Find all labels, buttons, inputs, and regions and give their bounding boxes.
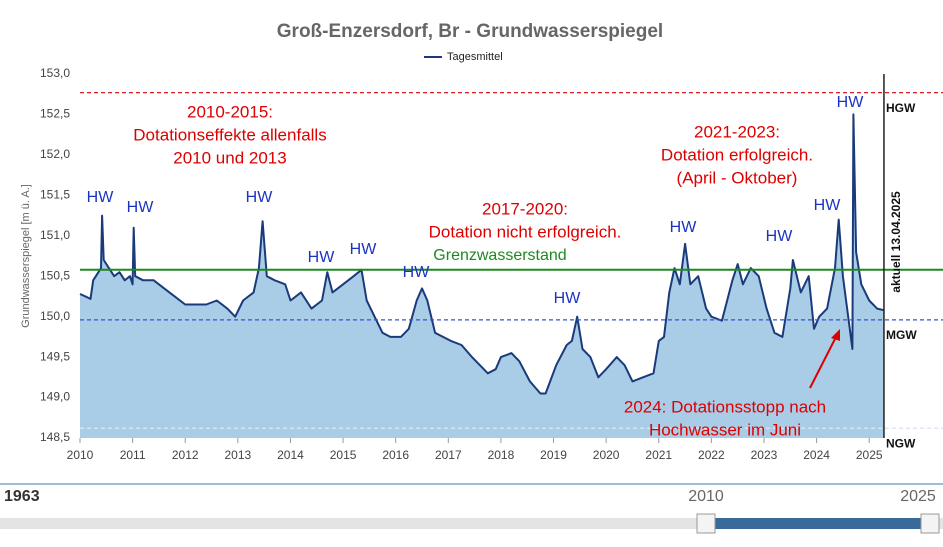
y-tick-label: 149,5 (40, 349, 70, 363)
annotation: Dotation nicht erfolgreich. (429, 222, 622, 241)
y-tick-label: 151,0 (40, 228, 70, 242)
hw-label: HW (246, 189, 274, 206)
reference-label: Grenzwasserstand (433, 247, 566, 264)
navigator: 1963 2010 2025 (0, 483, 943, 534)
y-tick-label: 151,5 (40, 188, 70, 202)
plot: 148,5 149,0 149,5 150,0 150,5 151,0 151,5 152,0… (40, 66, 943, 462)
hw-label: HW (670, 219, 698, 236)
y-tick-label: 150,0 (40, 309, 70, 323)
annotation: 2010-2015: (187, 102, 273, 121)
x-tick-label: 2025 (856, 448, 883, 462)
x-tick-label: 2011 (120, 448, 146, 462)
arrow-head (831, 329, 840, 341)
x-tick-label: 2018 (488, 448, 515, 462)
legend-label: Tagesmittel (447, 51, 503, 63)
annotation-arrow (809, 336, 837, 389)
x-tick-label: 2023 (751, 448, 778, 462)
x-tick-label: 2015 (330, 448, 357, 462)
area (80, 114, 884, 439)
x-tick-label: 2013 (224, 448, 251, 462)
y-tick-label: 149,0 (40, 390, 70, 404)
hw-label: HW (127, 199, 155, 216)
navigator-from: 2010 (688, 488, 724, 505)
hw-label: HW (87, 189, 115, 206)
y-tick-label: 152,5 (40, 107, 70, 121)
hw-label: HW (837, 94, 865, 111)
reference-label: HGW (886, 101, 916, 115)
x-tick-label: 2021 (645, 448, 672, 462)
current-label: aktuell 13.04.2025 (889, 191, 903, 293)
x-tick-label: 2012 (172, 448, 199, 462)
scrollbar-range[interactable] (705, 518, 933, 529)
reference-label: NGW (886, 436, 916, 450)
y-tick-label: 153,0 (40, 66, 70, 80)
hw-label: HW (766, 228, 794, 245)
x-tick-label: 2017 (435, 448, 462, 462)
line (79, 113, 885, 395)
x-tick-label: 2014 (277, 448, 304, 462)
annotation: Dotation erfolgreich. (661, 145, 813, 164)
handle-left[interactable] (696, 513, 716, 534)
annotation: 2010 und 2013 (173, 148, 286, 167)
hw-label: HW (814, 197, 842, 214)
handle-right[interactable] (920, 513, 940, 534)
reference-label: MGW (886, 328, 917, 342)
annotation: 2021-2023: (694, 122, 780, 141)
navigator-start: 1963 (4, 488, 40, 505)
y-axis-label: Grundwasserspiegel [m ü. A.] (20, 184, 32, 328)
x-tick-label: 2020 (593, 448, 620, 462)
navigator-to: 2025 (900, 488, 936, 505)
y-tick-label: 152,0 (40, 147, 70, 161)
x-tick-label: 2019 (540, 448, 567, 462)
hw-label: HW (403, 264, 431, 281)
chart-title: Groß-Enzersdorf, Br - Grundwasserspiegel (277, 21, 663, 42)
y-tick-label: 150,5 (40, 268, 70, 282)
annotation: Dotationseffekte allenfalls (133, 125, 326, 144)
scrollbar-track (0, 518, 943, 529)
hw-label: HW (554, 290, 582, 307)
annotation: 2024: Dotationsstopp nach (624, 397, 826, 416)
x-tick-label: 2022 (698, 448, 725, 462)
x-tick-label: 2016 (382, 448, 409, 462)
x-tick-label: 2010 (67, 448, 94, 462)
annotation: (April - Oktober) (677, 168, 798, 187)
x-tick-label: 2024 (803, 448, 830, 462)
hw-label: HW (350, 241, 378, 258)
annotation: 2017-2020: (482, 199, 568, 218)
y-tick-label: 148,5 (40, 430, 70, 444)
hw-label: HW (308, 249, 336, 266)
annotation: Hochwasser im Juni (649, 420, 801, 439)
